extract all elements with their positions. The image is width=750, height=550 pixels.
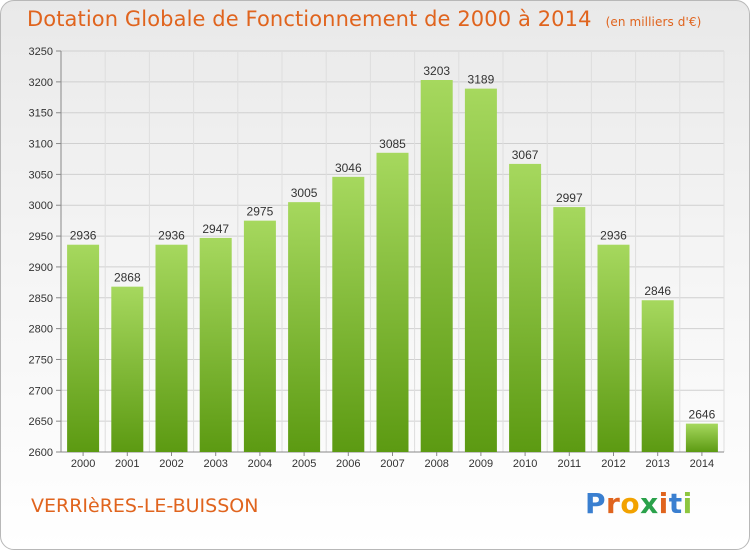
data-label: 2975 (247, 205, 274, 219)
data-label: 2936 (70, 229, 97, 243)
bar (685, 423, 718, 452)
bar (597, 244, 630, 452)
y-tick-label: 3250 (29, 46, 53, 58)
logo-letter: t (668, 487, 683, 520)
x-tick-label: 2000 (71, 458, 95, 470)
logo-letter: r (606, 487, 621, 520)
y-tick-label: 3000 (29, 200, 53, 212)
y-tick-label: 3200 (29, 77, 53, 89)
bars (67, 79, 718, 453)
y-tick-label: 3050 (29, 169, 53, 181)
chart-title-text: Dotation Globale de Fonctionnement de 20… (27, 7, 592, 31)
y-tick-label: 2950 (29, 231, 53, 243)
data-label: 2646 (689, 408, 716, 422)
bar (376, 152, 409, 453)
bar (288, 202, 321, 452)
x-tick-label: 2005 (292, 458, 316, 470)
x-tick-label: 2007 (380, 458, 404, 470)
x-tick-label: 2009 (469, 458, 493, 470)
axes: 2600 2650 2700 2750 2800 2850 2900 2950 3000 3050… (29, 46, 724, 470)
bar (553, 207, 586, 452)
x-tick-label: 2014 (690, 458, 714, 470)
city-name: VERRIèRES-LE-BUISSON (31, 495, 259, 517)
data-label: 2868 (114, 271, 141, 285)
x-tick-label: 2002 (159, 458, 183, 470)
data-label: 3203 (423, 64, 450, 78)
y-tick-label: 2800 (29, 324, 53, 336)
data-label: 3085 (379, 137, 406, 151)
data-label: 2936 (600, 229, 627, 243)
bar (332, 176, 365, 453)
x-tick-label: 2011 (557, 458, 581, 470)
data-label: 3046 (335, 161, 362, 175)
data-label: 2997 (556, 191, 583, 205)
bar (155, 244, 188, 452)
y-tick-label: 3150 (29, 108, 53, 120)
data-label: 2846 (644, 284, 671, 298)
data-label: 2936 (158, 229, 185, 243)
bar (641, 300, 674, 452)
bar (111, 286, 144, 452)
y-tick-label: 2850 (29, 293, 53, 305)
bar (509, 163, 542, 453)
y-tick-label: 2750 (29, 354, 53, 366)
bar (199, 237, 232, 452)
data-label: 3005 (291, 186, 318, 200)
y-tick-label: 3100 (29, 139, 53, 151)
x-tick-label: 2008 (424, 458, 448, 470)
x-tick-label: 2003 (203, 458, 227, 470)
logo-letter: i (682, 487, 693, 520)
logo-letter: P (585, 487, 607, 520)
data-label: 3067 (512, 148, 539, 162)
x-tick-label: 2012 (601, 458, 625, 470)
bar (67, 244, 100, 452)
y-tick-label: 2600 (29, 447, 53, 459)
bar (420, 79, 453, 452)
y-tick-label: 2700 (29, 385, 53, 397)
proxiti-logo: Proxiti (585, 487, 693, 520)
x-tick-label: 2010 (513, 458, 537, 470)
logo-letter: o (620, 487, 641, 520)
data-labels: 2936 2868 2936 2947 2975 3005 3046 3085 3203 3189… (70, 64, 716, 422)
y-tick-label: 2650 (29, 416, 53, 428)
x-tick-label: 2013 (645, 458, 669, 470)
bar (243, 220, 276, 452)
y-tick-label: 2900 (29, 262, 53, 274)
bar (464, 88, 497, 452)
chart-unit: (en milliers d'€) (605, 15, 702, 29)
data-label: 2947 (202, 222, 229, 236)
x-tick-label: 2001 (115, 458, 139, 470)
x-tick-label: 2006 (336, 458, 360, 470)
data-label: 3189 (468, 73, 495, 87)
logo-letter: x (640, 487, 659, 520)
chart-title: Dotation Globale de Fonctionnement de 20… (27, 7, 701, 31)
logo-letter: i (658, 487, 669, 520)
x-tick-label: 2004 (248, 458, 272, 470)
